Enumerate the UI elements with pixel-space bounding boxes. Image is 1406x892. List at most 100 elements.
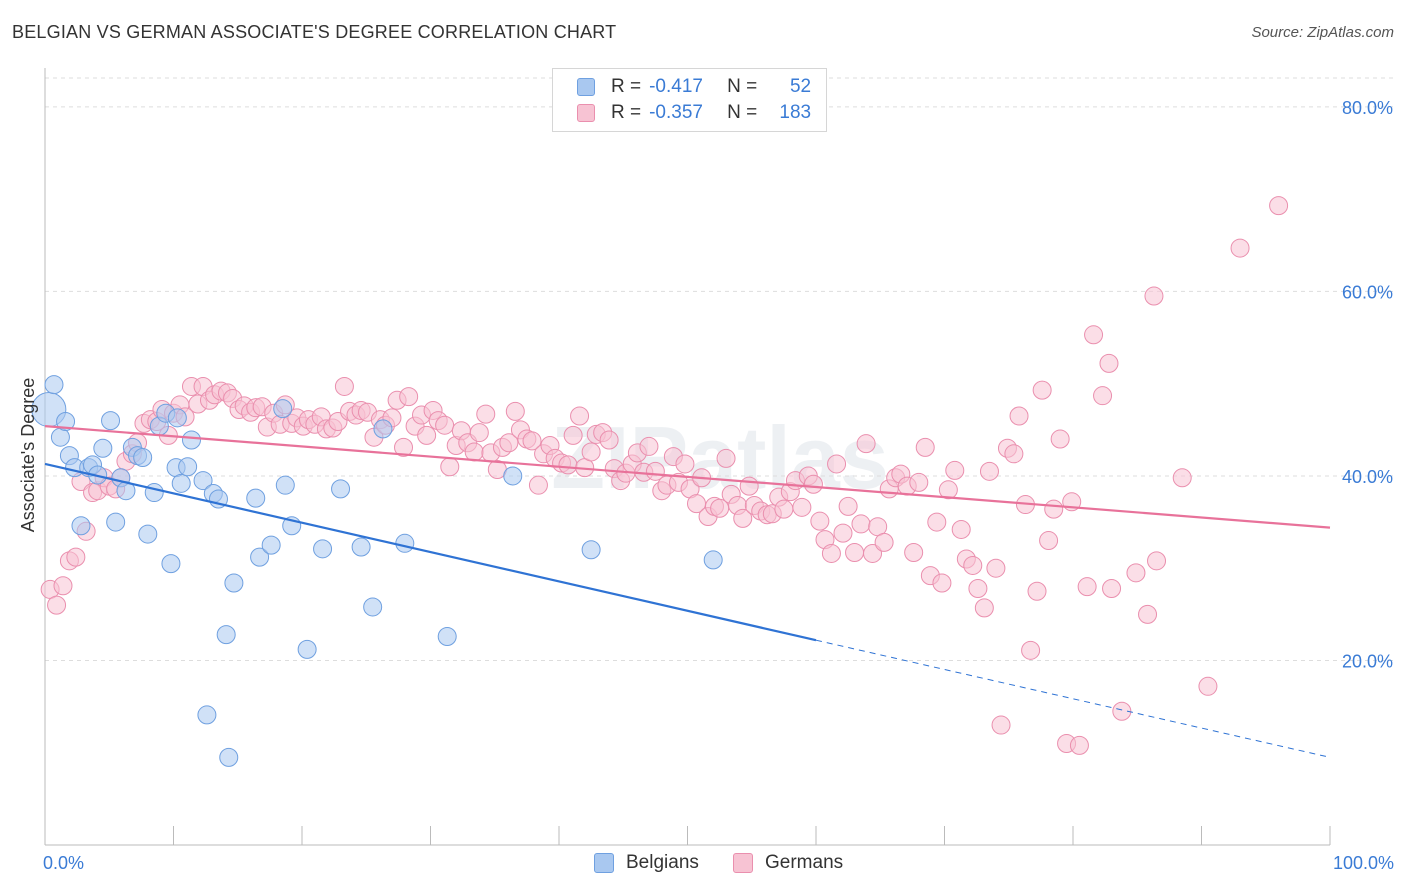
german-point — [1112, 701, 1132, 721]
german-point — [47, 595, 67, 615]
belgian-point — [246, 488, 266, 508]
bottom-legend-germans[interactable]: Germans — [733, 852, 843, 874]
german-point — [874, 532, 894, 552]
belgian-point — [395, 533, 415, 553]
german-point — [803, 474, 823, 494]
german-point — [739, 476, 759, 496]
german-point — [1021, 640, 1041, 660]
german-point — [1147, 551, 1167, 571]
german-point — [1032, 380, 1052, 400]
german-point — [856, 434, 876, 454]
belgian-points — [31, 375, 723, 767]
y-axis-label: Associate's Degree — [18, 378, 38, 533]
german-point — [963, 555, 983, 575]
stats-legend: R = -0.417 N = 52 R = -0.357 N = 183 — [552, 68, 827, 132]
x-tick-label-min: 0.0% — [43, 853, 84, 873]
german-point — [845, 543, 865, 563]
german-point — [417, 425, 437, 445]
german-point — [440, 457, 460, 477]
y-tick-label: 40.0% — [1342, 467, 1393, 487]
belgian-point — [503, 466, 523, 486]
belgian-point — [261, 535, 281, 555]
german-point — [904, 543, 924, 563]
german-point — [1230, 238, 1250, 258]
bottom-legend-belgians[interactable]: Belgians — [594, 852, 699, 874]
belgian-point — [224, 573, 244, 593]
german-point — [66, 547, 86, 567]
belgian-point — [197, 705, 217, 725]
bottom-legend-label-belgians: Belgians — [626, 852, 699, 873]
belgian-trend-line — [44, 462, 817, 642]
german-point — [716, 448, 736, 468]
belgian-point — [93, 438, 113, 458]
belgian-point — [101, 411, 121, 431]
y-tick-label: 20.0% — [1342, 651, 1393, 671]
belgian-point — [106, 512, 126, 532]
german-point — [1172, 468, 1192, 488]
german-point — [563, 425, 583, 445]
german-point — [464, 442, 484, 462]
legend-r-label: R = — [611, 102, 642, 123]
german-point — [927, 512, 947, 532]
german-point — [394, 437, 414, 457]
german-point — [581, 442, 601, 462]
german-point — [1050, 429, 1070, 449]
legend-row-belgians: R = -0.417 N = 52 — [577, 75, 811, 99]
german-point — [639, 436, 659, 456]
german-point — [1102, 579, 1122, 599]
german-point — [1269, 196, 1289, 216]
belgian-point — [273, 399, 293, 419]
german-point — [558, 455, 578, 475]
belgian-point — [167, 408, 187, 428]
belgian-point — [181, 430, 201, 450]
x-tick-label-max: 100.0% — [1333, 853, 1394, 873]
german-point — [435, 415, 455, 435]
belgian-point — [373, 419, 393, 439]
german-point — [570, 406, 590, 426]
german-point — [675, 454, 695, 474]
german-point — [774, 499, 794, 519]
german-point — [1004, 444, 1024, 464]
belgian-point — [363, 597, 383, 617]
german-point — [909, 472, 929, 492]
belgian-point — [703, 550, 723, 570]
german-point — [810, 511, 830, 531]
tick-labels: 20.0% 40.0% 60.0% 80.0% — [1342, 98, 1393, 672]
german-point — [1084, 325, 1104, 345]
german-point — [1077, 577, 1097, 597]
legend-n-value: 52 — [789, 76, 812, 97]
german-point — [1039, 531, 1059, 551]
y-tick-label: 80.0% — [1342, 98, 1393, 118]
german-point — [945, 460, 965, 480]
belgian-point — [133, 448, 153, 467]
german-point — [968, 579, 988, 599]
german-point — [932, 573, 952, 593]
legend-row-germans: R = -0.357 N = 183 — [577, 101, 811, 125]
german-point — [1027, 581, 1047, 601]
german-point — [505, 401, 525, 421]
belgian-point — [297, 639, 317, 659]
legend-n-label: N = — [727, 102, 758, 123]
belgian-point — [144, 483, 164, 503]
german-point — [599, 430, 619, 450]
german-point — [838, 496, 858, 516]
german-point — [1198, 676, 1218, 696]
bottom-legend-label-germans: Germans — [765, 852, 844, 873]
legend-swatch-germans — [577, 104, 595, 122]
legend-r-label: R = — [611, 76, 642, 97]
german-point — [334, 376, 354, 396]
belgian-point — [351, 537, 371, 557]
belgian-point — [56, 412, 76, 432]
belgian-point — [193, 471, 213, 491]
bottom-legend-swatch-belgians — [594, 853, 614, 873]
german-point — [733, 508, 753, 528]
german-point — [1093, 386, 1113, 406]
belgian-point — [178, 457, 198, 477]
belgian-point — [171, 473, 191, 493]
trend-lines — [44, 425, 1331, 758]
belgian-point — [216, 625, 236, 645]
legend-r-value: -0.417 — [649, 76, 703, 97]
german-point — [863, 543, 883, 563]
german-point — [1044, 499, 1064, 519]
